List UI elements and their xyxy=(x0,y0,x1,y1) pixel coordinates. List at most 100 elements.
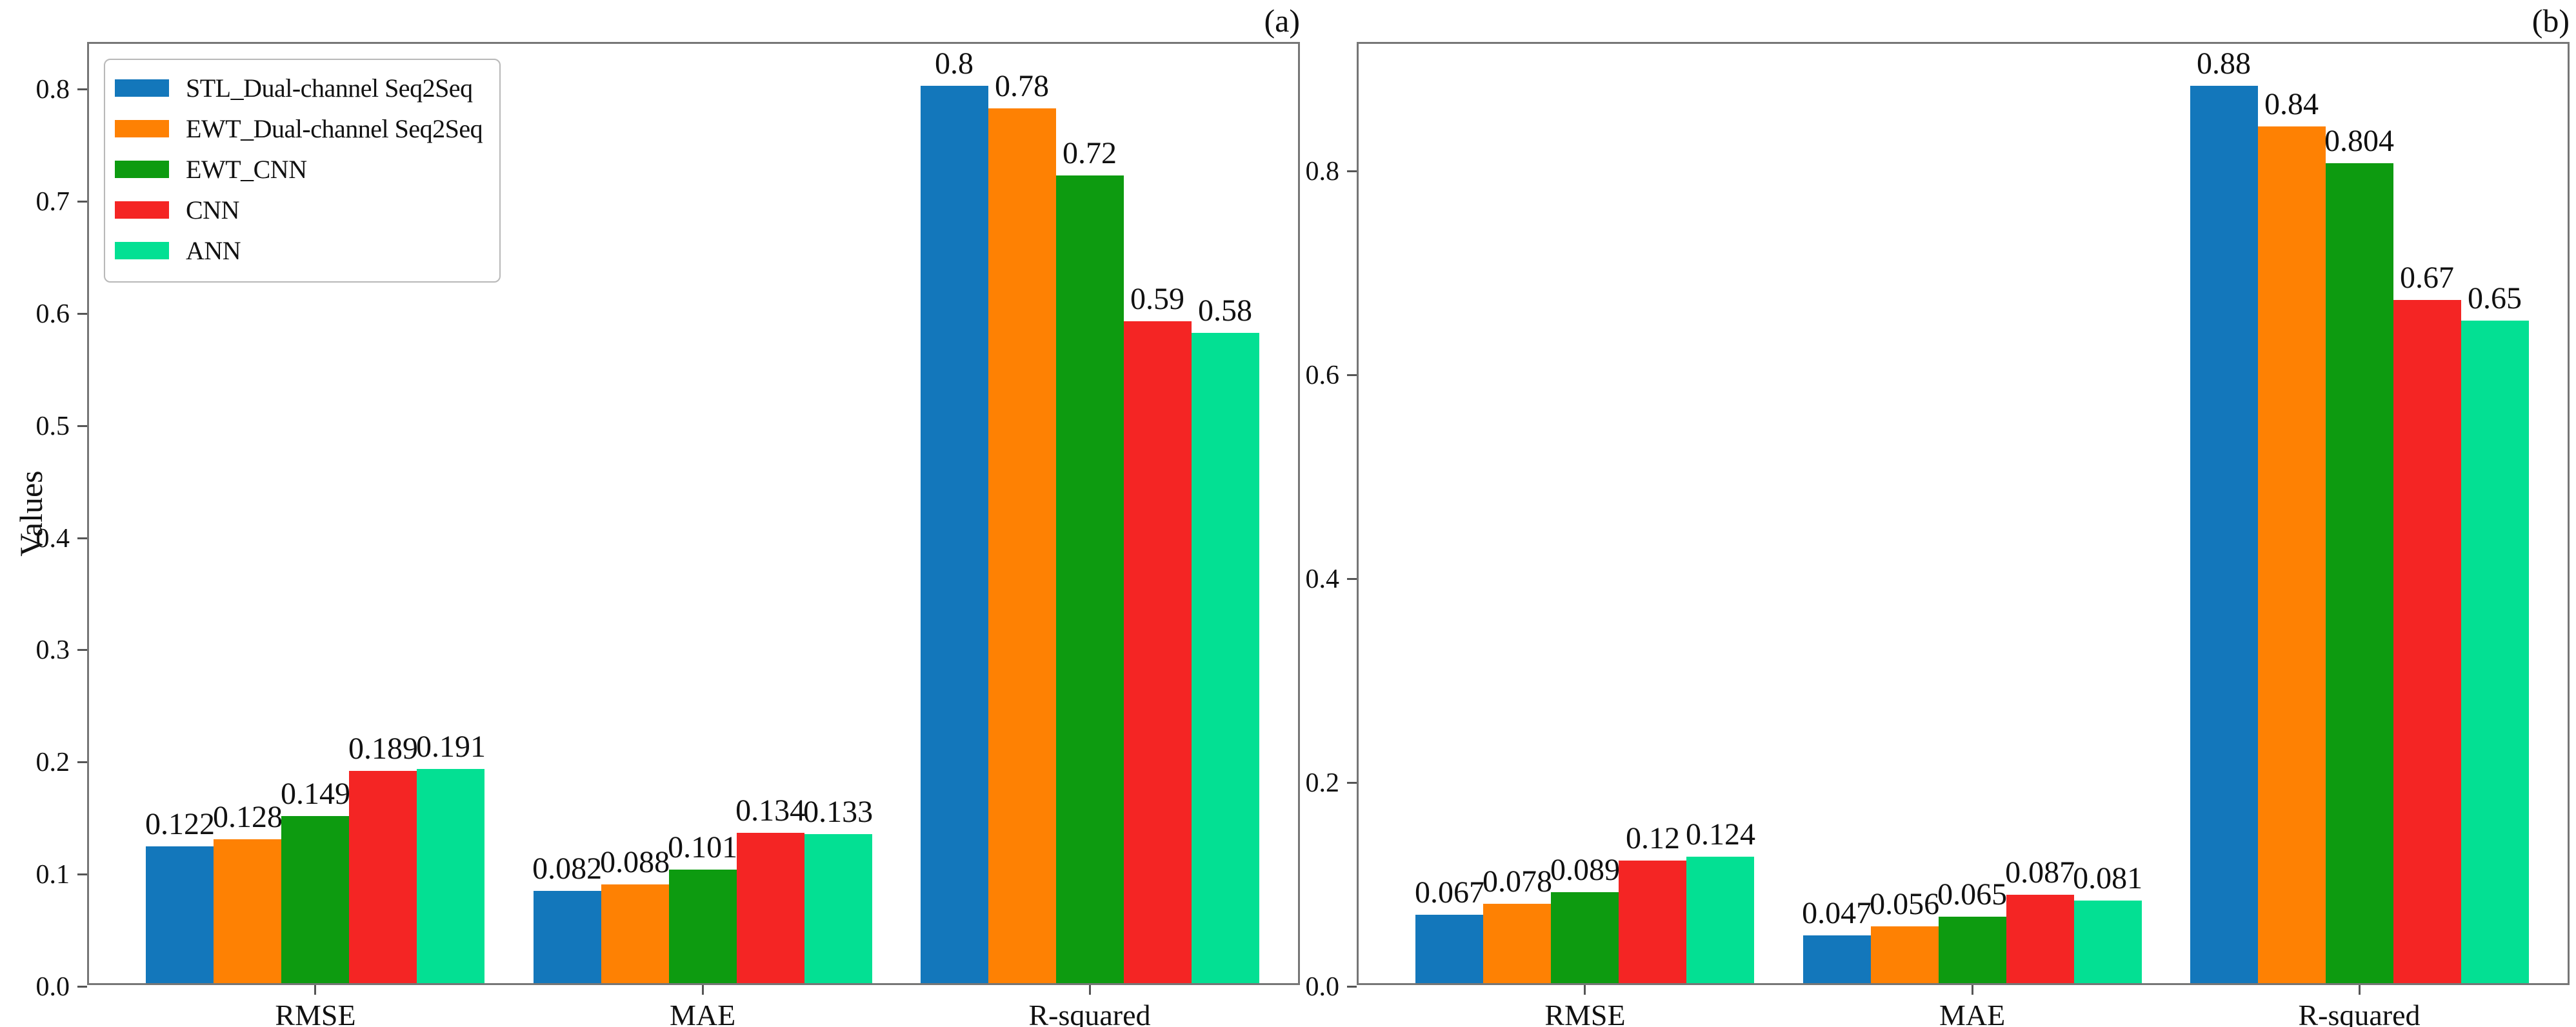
bar-value-label: 0.047 xyxy=(1802,895,1872,930)
bar-value-label: 0.081 xyxy=(2073,861,2143,895)
legend: STL_Dual-channel Seq2Seq EWT_Dual-channel… xyxy=(104,59,501,283)
bar-rmse-stl-dual-channel-seq2seq xyxy=(1415,915,1484,983)
bar-mae-ewt-cnn xyxy=(668,870,737,983)
panel-a-corner-label: (a) xyxy=(1264,3,1301,39)
bar-r-squared-cnn xyxy=(2393,300,2461,983)
bar-r-squared-ewt-dual-channel-seq2seq xyxy=(988,108,1056,983)
bar-mae-ann xyxy=(804,833,872,983)
y-tick-label: 0.2 xyxy=(35,748,70,778)
legend-color-swatch xyxy=(115,201,169,219)
bar-rmse-stl-dual-channel-seq2seq xyxy=(146,846,214,983)
legend-item: EWT_CNN xyxy=(115,149,483,190)
legend-label: EWT_CNN xyxy=(186,155,307,184)
x-tick-mark xyxy=(314,985,317,995)
bar-value-label: 0.149 xyxy=(280,776,350,811)
y-tick-mark xyxy=(77,88,87,91)
y-tick-label: 0.2 xyxy=(1305,768,1340,798)
panel-b-plot-area: 0.0 0.2 0.4 0.6 0.8 RMSE 0.067 0.078 0.089 0.12 0.… xyxy=(1306,42,2570,1027)
bar-value-label: 0.101 xyxy=(668,830,738,865)
x-category-label: MAE xyxy=(1939,999,2006,1027)
bar-mae-cnn xyxy=(736,833,804,983)
panel-a-plot-area: STL_Dual-channel Seq2Seq EWT_Dual-channel… xyxy=(36,42,1300,1027)
legend-label: ANN xyxy=(186,236,241,265)
legend-item: CNN xyxy=(115,190,483,230)
bar-value-label: 0.58 xyxy=(1198,293,1252,328)
x-category-label: R-squared xyxy=(2298,999,2421,1027)
bar-r-squared-cnn xyxy=(1123,321,1192,983)
y-tick-label: 0.5 xyxy=(35,411,70,441)
bar-mae-cnn xyxy=(2006,894,2074,983)
bar-rmse-cnn xyxy=(1619,861,1687,983)
bar-value-label: 0.67 xyxy=(2400,261,2454,295)
y-tick-mark xyxy=(77,201,87,203)
y-tick-mark xyxy=(77,873,87,876)
bar-r-squared-ann xyxy=(2461,320,2529,983)
bar-r-squared-stl-dual-channel-seq2seq xyxy=(2190,86,2258,983)
y-tick-mark xyxy=(77,537,87,539)
bar-value-label: 0.089 xyxy=(1550,853,1620,888)
y-tick-mark xyxy=(1347,374,1357,376)
bar-rmse-ann xyxy=(1686,857,1755,983)
bar-mae-ewt-dual-channel-seq2seq xyxy=(601,884,669,983)
bar-r-squared-ewt-cnn xyxy=(1055,175,1124,983)
panel-b-corner-label: (b) xyxy=(2531,3,2570,39)
bar-value-label: 0.088 xyxy=(600,845,670,880)
bar-mae-ewt-cnn xyxy=(1938,917,2006,983)
x-category-label: RMSE xyxy=(275,999,356,1027)
legend-item: ANN xyxy=(115,230,483,271)
bar-value-label: 0.84 xyxy=(2264,87,2319,122)
bar-mae-ewt-dual-channel-seq2seq xyxy=(1870,926,1939,983)
bar-value-label: 0.78 xyxy=(995,69,1049,104)
y-tick-label: 0.8 xyxy=(35,75,70,105)
legend-label: CNN xyxy=(186,195,239,224)
bar-value-label: 0.72 xyxy=(1063,136,1117,171)
y-tick-label: 0.6 xyxy=(1305,360,1340,390)
y-tick-label: 0.8 xyxy=(1305,156,1340,186)
bar-mae-stl-dual-channel-seq2seq xyxy=(533,891,601,983)
y-tick-mark xyxy=(1347,781,1357,784)
y-tick-mark xyxy=(1347,170,1357,172)
y-tick-mark xyxy=(77,424,87,427)
bar-value-label: 0.191 xyxy=(415,729,486,764)
y-tick-label: 0.6 xyxy=(35,299,70,329)
y-tick-mark xyxy=(1347,577,1357,580)
bar-value-label: 0.082 xyxy=(532,852,603,886)
bar-value-label: 0.134 xyxy=(735,793,806,828)
x-tick-mark xyxy=(2358,985,2361,995)
y-tick-mark xyxy=(77,312,87,315)
bar-value-label: 0.128 xyxy=(212,800,283,835)
bar-mae-stl-dual-channel-seq2seq xyxy=(1802,935,1871,983)
x-tick-mark xyxy=(1584,985,1586,995)
x-tick-mark xyxy=(1971,985,1973,995)
bar-value-label: 0.056 xyxy=(1870,886,1940,921)
y-tick-label: 0.7 xyxy=(35,187,70,217)
y-tick-mark xyxy=(77,649,87,652)
bar-value-label: 0.087 xyxy=(2005,855,2075,890)
bar-value-label: 0.59 xyxy=(1130,282,1184,317)
bar-rmse-ewt-cnn xyxy=(1551,892,1619,983)
bar-mae-ann xyxy=(2073,900,2142,983)
y-tick-label: 0.4 xyxy=(1305,564,1340,594)
legend-color-swatch xyxy=(115,120,169,137)
bar-rmse-cnn xyxy=(349,771,417,983)
bar-r-squared-stl-dual-channel-seq2seq xyxy=(920,86,988,983)
y-tick-label: 0.3 xyxy=(35,635,70,666)
legend-label: EWT_Dual-channel Seq2Seq xyxy=(186,114,483,143)
bar-value-label: 0.65 xyxy=(2468,281,2522,315)
bar-value-label: 0.88 xyxy=(2197,46,2251,81)
bar-value-label: 0.122 xyxy=(145,806,215,841)
bar-value-label: 0.124 xyxy=(1685,817,1755,852)
legend-color-swatch xyxy=(115,79,169,97)
bar-value-label: 0.065 xyxy=(1937,877,2008,912)
legend-item: EWT_Dual-channel Seq2Seq xyxy=(115,108,483,149)
y-tick-mark xyxy=(1347,986,1357,988)
bar-value-label: 0.189 xyxy=(348,732,418,766)
bar-rmse-ewt-dual-channel-seq2seq xyxy=(1483,903,1552,983)
y-tick-label: 0.0 xyxy=(35,972,70,1002)
x-tick-mark xyxy=(701,985,704,995)
bar-r-squared-ewt-cnn xyxy=(2325,163,2393,983)
y-tick-label: 0.4 xyxy=(35,523,70,553)
legend-color-swatch xyxy=(115,242,169,259)
bar-rmse-ewt-cnn xyxy=(281,815,350,983)
x-category-label: MAE xyxy=(669,999,736,1027)
